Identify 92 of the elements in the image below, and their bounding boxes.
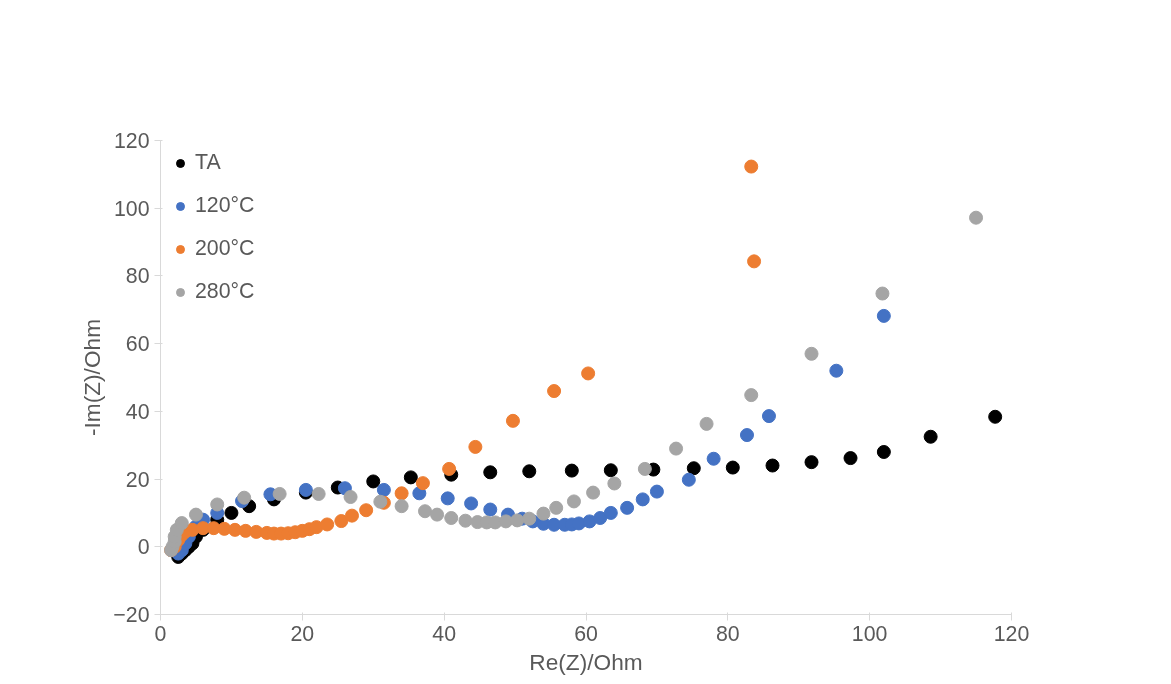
point <box>635 492 650 507</box>
point <box>725 460 740 475</box>
point <box>923 429 938 444</box>
legend-label: 280°C <box>195 279 255 304</box>
point <box>686 461 701 476</box>
x-tick-label: 60 <box>574 621 598 646</box>
point <box>343 490 358 504</box>
point <box>581 366 596 381</box>
point <box>394 486 409 501</box>
point <box>586 485 601 500</box>
point <box>344 508 359 523</box>
point <box>699 416 714 431</box>
point <box>224 505 239 520</box>
point <box>505 413 520 428</box>
point <box>669 441 684 456</box>
y-axis-title: -Im(Z)/Ohm <box>79 318 106 437</box>
point <box>549 500 564 515</box>
legend-label: 200°C <box>195 236 255 261</box>
point <box>366 474 381 489</box>
point <box>210 497 225 512</box>
y-tick-label: 0 <box>137 535 150 560</box>
point <box>564 463 579 478</box>
legend-label: TA <box>195 150 221 175</box>
point <box>483 502 498 517</box>
point <box>747 254 762 269</box>
point <box>359 503 374 518</box>
point <box>442 461 457 476</box>
point <box>403 470 418 485</box>
point <box>174 516 189 531</box>
point <box>498 514 513 529</box>
point <box>582 514 597 529</box>
point <box>444 511 459 525</box>
point <box>876 445 891 459</box>
point <box>875 286 890 301</box>
x-tick-label: 20 <box>290 621 315 646</box>
point <box>843 451 858 466</box>
y-tick-label: 100 <box>113 196 150 221</box>
y-tick-label: 40 <box>125 399 150 424</box>
point <box>761 409 776 424</box>
point <box>547 384 562 399</box>
y-tick-label: 120 <box>113 129 150 153</box>
point <box>603 505 618 520</box>
point <box>394 499 409 514</box>
y-tick-label: 80 <box>125 264 150 289</box>
point <box>804 346 819 361</box>
x-tick-label: 40 <box>432 621 457 646</box>
point <box>593 511 608 525</box>
point <box>607 476 622 491</box>
point <box>440 491 455 506</box>
point <box>681 472 696 487</box>
legend-label: 120°C <box>195 193 255 218</box>
point <box>237 490 252 505</box>
point <box>272 486 287 501</box>
point <box>320 517 335 532</box>
point <box>334 514 349 529</box>
point <box>876 308 891 323</box>
point <box>483 465 498 480</box>
point <box>468 439 483 454</box>
point <box>744 159 759 174</box>
point <box>376 482 391 497</box>
point <box>536 506 551 521</box>
point <box>464 496 479 511</box>
x-axis-title: Re(Z)/Ohm <box>529 648 643 675</box>
x-tick-label: 100 <box>851 621 888 646</box>
x-tick-label: 0 <box>154 621 167 646</box>
point <box>765 458 780 473</box>
x-tick-label: 120 <box>993 621 1030 646</box>
y-tick-label: −20 <box>113 603 150 627</box>
point <box>522 464 537 479</box>
point <box>311 486 326 501</box>
y-tick-label: 60 <box>125 332 150 357</box>
point <box>988 409 1003 424</box>
x-tick-label: 80 <box>715 621 740 646</box>
point <box>227 522 242 537</box>
point <box>458 513 473 528</box>
point <box>706 451 721 466</box>
point <box>744 388 759 403</box>
point <box>603 463 618 478</box>
point <box>415 476 430 491</box>
point <box>418 504 433 519</box>
point <box>430 507 445 522</box>
point <box>804 455 819 470</box>
point <box>829 363 844 378</box>
y-tick-label: 20 <box>125 467 150 492</box>
point <box>969 210 984 225</box>
point <box>188 507 203 522</box>
point <box>566 494 581 509</box>
point <box>739 428 754 443</box>
point <box>649 484 664 499</box>
point <box>620 500 635 515</box>
point <box>510 513 525 528</box>
point <box>637 461 652 476</box>
